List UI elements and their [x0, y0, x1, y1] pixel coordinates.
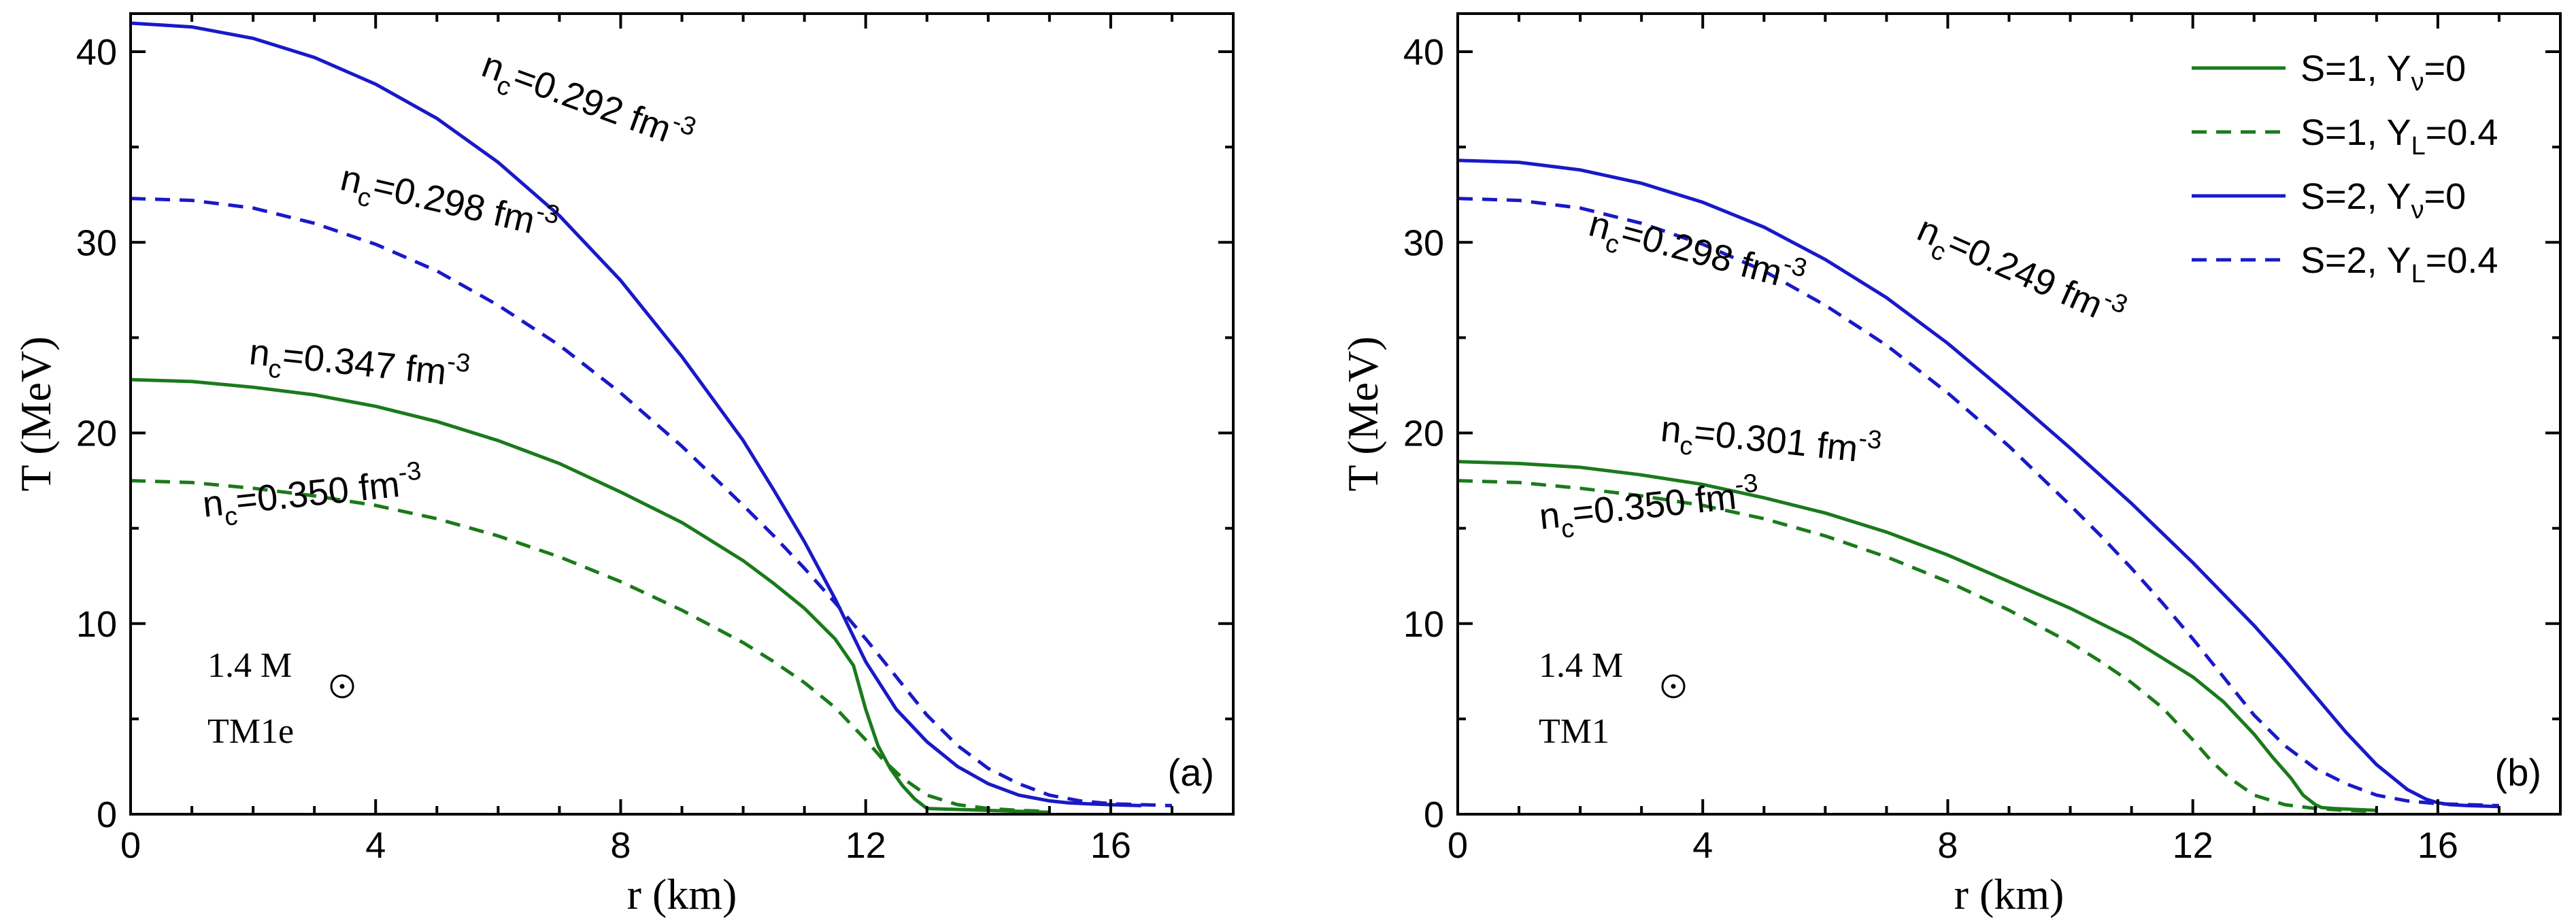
x-tick-label: 4 [365, 825, 386, 866]
series-line-s2_yl04 [131, 197, 1172, 807]
legend-entry-s2_yl04: S=2, YL=0.4 [2301, 240, 2498, 288]
mass-annotation: 1.4 M [207, 646, 292, 685]
y-tick-label: 10 [1403, 604, 1444, 645]
y-tick-label: 30 [76, 222, 117, 263]
y-tick-label: 10 [76, 604, 117, 645]
x-tick-label: 16 [1090, 825, 1131, 866]
x-tick-label: 12 [846, 825, 886, 866]
chart-panel-a: 0 4 8 12 16 0 10 20 30 40 r (km) T (MeV) (a) 1.4 M TM1… [12, 12, 1235, 918]
curve-label-s1_ynu0: nc=0.301 fm-3 [1658, 403, 1883, 480]
series-line-s1_ynu0 [1458, 460, 2377, 812]
y-tick-label: 0 [1424, 794, 1444, 835]
y-tick-label: 20 [76, 414, 117, 454]
legend-entry-s1_ynu0: S=1, Yν=0 [2301, 48, 2466, 97]
solar-mass-icon-dot [1671, 684, 1676, 689]
x-tick-label: 0 [120, 825, 141, 866]
solar-mass-icon [330, 674, 354, 699]
curve-label-s2_yl04: nc=0.298 fm-3 [335, 152, 562, 255]
y-tick-label: 40 [1403, 32, 1444, 73]
panel-label: (a) [1168, 751, 1214, 794]
series-line-s2_yl04 [1458, 197, 2499, 807]
y-tick-label: 20 [1403, 414, 1444, 454]
curve-label-s2_yl04: nc=0.298 fm-3 [1583, 199, 1810, 308]
curve-label-s2_ynu0: nc=0.249 fm-3 [1908, 204, 2132, 344]
solar-mass-icon [1661, 674, 1686, 699]
curve-label-s1_yl04: nc=0.350 fm-3 [200, 456, 425, 533]
curve-label-s2_ynu0: nc=0.292 fm-3 [473, 39, 699, 166]
y-axis-label: T (MeV) [1339, 336, 1387, 491]
mass-annotation: 1.4 M [1539, 646, 1623, 685]
x-tick-label: 8 [1937, 825, 1958, 866]
y-axis-label: T (MeV) [12, 336, 60, 491]
x-tick-label: 16 [2418, 825, 2458, 866]
x-axis-label: r (km) [627, 870, 737, 918]
x-tick-label: 12 [2173, 825, 2213, 866]
x-tick-label: 4 [1692, 825, 1713, 866]
x-axis-label: r (km) [1954, 870, 2064, 918]
curve-label-s1_yl04: nc=0.350 fm-3 [1537, 469, 1762, 546]
x-tick-label: 0 [1448, 825, 1468, 866]
model-annotation: TM1 [1539, 712, 1609, 751]
y-tick-label: 0 [97, 794, 117, 835]
model-annotation: TM1e [207, 712, 294, 751]
y-tick-label: 40 [76, 32, 117, 73]
series-line-s2_ynu0 [131, 21, 1141, 807]
legend-entry-s2_ynu0: S=2, Yν=0 [2301, 176, 2466, 224]
panel-label: (b) [2495, 751, 2541, 794]
chart-panel-b: 0 4 8 12 16 0 10 20 30 40 r (km) T (MeV) (b) 1.4 M TM1… [1339, 12, 2562, 918]
solar-mass-icon-dot [339, 684, 345, 689]
x-tick-label: 8 [610, 825, 631, 866]
legend-entry-s1_yl04: S=1, YL=0.4 [2301, 112, 2498, 161]
series-line-s2_ynu0 [1458, 158, 2499, 809]
y-tick-label: 30 [1403, 222, 1444, 263]
